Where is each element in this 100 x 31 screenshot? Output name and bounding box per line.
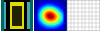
Bar xyxy=(10,26,24,29)
Bar xyxy=(10,2,12,29)
Bar xyxy=(22,2,24,29)
Bar xyxy=(6,2,10,29)
Bar xyxy=(10,2,24,6)
Bar xyxy=(10,2,24,29)
Bar xyxy=(30,0,33,31)
Bar xyxy=(12,6,22,26)
Bar xyxy=(4,2,6,29)
Bar xyxy=(27,2,30,29)
Bar xyxy=(0,0,4,31)
Bar xyxy=(24,2,27,29)
